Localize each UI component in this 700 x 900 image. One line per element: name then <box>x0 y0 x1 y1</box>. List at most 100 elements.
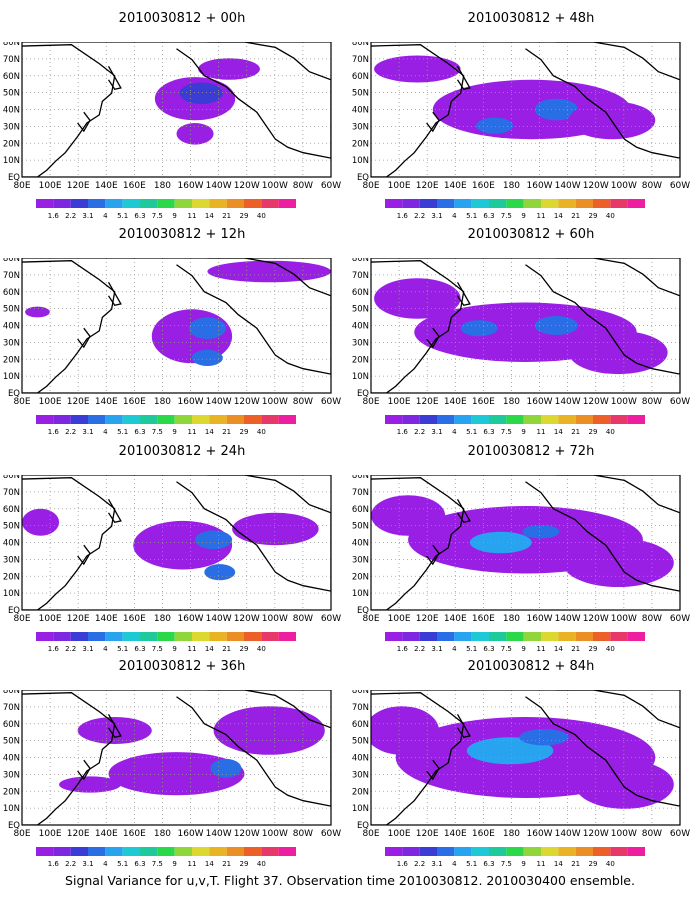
lon-tick-label: 120W <box>583 614 609 624</box>
lat-tick-label: 10N <box>3 372 20 382</box>
lat-tick-label: 50N <box>3 89 20 99</box>
variance-contour <box>77 717 152 744</box>
colorbar-label: 1.6 <box>397 860 409 868</box>
variance-contour <box>207 260 331 283</box>
lon-tick-label: 120E <box>416 614 439 624</box>
colorbar-label: 9 <box>521 212 525 220</box>
colorbar-label: 6.3 <box>134 212 145 220</box>
lon-tick-label: 100W <box>611 181 637 191</box>
lon-tick-label: 100E <box>388 614 411 624</box>
colorbar-swatch <box>454 415 472 424</box>
lon-tick-label: 160E <box>472 181 495 191</box>
colorbar-label: 1.6 <box>397 212 409 220</box>
lon-tick-label: 140E <box>444 614 467 624</box>
colorbar-swatch <box>489 415 507 424</box>
colorbar-swatch <box>385 415 403 424</box>
lon-tick-label: 160E <box>123 614 146 624</box>
lon-tick-label: 60W <box>670 181 690 191</box>
lon-tick-label: 160W <box>527 181 553 191</box>
lat-tick-label: 30N <box>352 555 369 565</box>
colorbar-label: 5.1 <box>117 860 128 868</box>
colorbar-swatch <box>523 415 541 424</box>
colorbar-swatch <box>593 415 611 424</box>
lat-tick-label: 30N <box>3 555 20 565</box>
coastline <box>107 281 122 306</box>
colorbar-label: 29 <box>589 428 598 436</box>
lat-tick-label: 60N <box>352 720 369 730</box>
lat-tick-label: 10N <box>352 372 369 382</box>
colorbar-swatch <box>226 632 244 641</box>
colorbar-swatch <box>53 632 71 641</box>
variance-contour <box>534 98 579 121</box>
colorbar-label: 1.6 <box>397 645 409 653</box>
colorbar-swatch <box>541 847 559 856</box>
colorbar-label: 2.2 <box>414 860 425 868</box>
coastline <box>107 65 122 90</box>
colorbar-swatch <box>261 415 279 424</box>
lat-tick-label: 30N <box>352 338 369 348</box>
coastline <box>426 759 440 781</box>
colorbar-swatch <box>244 847 262 856</box>
colorbar-label: 11 <box>537 212 546 220</box>
lon-tick-label: 180 <box>154 614 171 624</box>
colorbar-swatch <box>489 847 507 856</box>
colorbar-label: 3.1 <box>431 860 442 868</box>
colorbar-label: 14 <box>554 212 563 220</box>
lon-tick-label: 180 <box>154 829 171 839</box>
colorbar-swatch <box>278 847 296 856</box>
lon-tick-label: 140W <box>206 614 232 624</box>
colorbar-label: 6.3 <box>134 428 145 436</box>
colorbar-swatch <box>174 847 192 856</box>
lon-tick-label: 100E <box>388 829 411 839</box>
colorbar-swatch <box>523 847 541 856</box>
lon-tick-label: 120E <box>67 614 90 624</box>
lat-tick-label: 40N <box>3 539 20 549</box>
colorbar-swatch <box>244 632 262 641</box>
colorbar-swatch <box>209 415 227 424</box>
panel-title: 2010030812 + 00h <box>118 11 246 26</box>
colorbar-label: 40 <box>257 428 266 436</box>
colorbar-swatch <box>36 847 54 856</box>
colorbar-label: 29 <box>240 645 249 653</box>
colorbar-swatch <box>244 415 262 424</box>
lat-tick-label: EQ <box>8 606 20 616</box>
colorbar-swatch <box>70 847 88 856</box>
colorbar-swatch <box>558 847 576 856</box>
lon-tick-label: 160E <box>123 181 146 191</box>
lon-tick-label: 120W <box>583 397 609 407</box>
variance-map: 80E 100E 120E 140E 160E 180 160W 140W 120W 100W 80… <box>3 258 341 436</box>
colorbar-label: 9 <box>521 860 525 868</box>
lat-tick-label: EQ <box>357 821 369 831</box>
lon-tick-label: 140W <box>206 397 232 407</box>
lon-tick-label: 100W <box>262 829 288 839</box>
colorbar-label: 40 <box>606 860 615 868</box>
lon-tick-label: 100E <box>388 397 411 407</box>
colorbar-swatch <box>437 632 455 641</box>
colorbar-label: 40 <box>606 645 615 653</box>
colorbar-label: 4 <box>452 428 457 436</box>
lat-tick-label: EQ <box>8 821 20 831</box>
lon-tick-label: 120E <box>67 829 90 839</box>
lat-tick-label: 20N <box>3 787 20 797</box>
colorbar-swatch <box>226 847 244 856</box>
variance-contour <box>522 524 560 539</box>
colorbar-swatch <box>627 847 645 856</box>
coastline <box>525 475 680 592</box>
colorbar-swatch <box>419 847 437 856</box>
colorbar-label: 9 <box>172 860 176 868</box>
lon-tick-label: 160W <box>178 829 204 839</box>
panel-title: 2010030812 + 36h <box>118 659 246 674</box>
colorbar-swatch <box>261 847 279 856</box>
coastline <box>22 44 116 177</box>
colorbar-label: 21 <box>222 645 231 653</box>
lat-tick-label: 50N <box>352 89 369 99</box>
coastline <box>176 258 331 375</box>
colorbar-label: 5.1 <box>117 428 128 436</box>
lat-tick-label: 80N <box>352 690 369 696</box>
lat-tick-label: 40N <box>352 754 369 764</box>
colorbar-label: 40 <box>257 212 266 220</box>
coastline <box>77 111 91 133</box>
lon-tick-label: 140W <box>555 181 581 191</box>
colorbar-swatch <box>209 199 227 208</box>
